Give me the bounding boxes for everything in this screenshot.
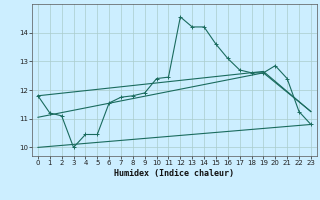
X-axis label: Humidex (Indice chaleur): Humidex (Indice chaleur) (115, 169, 234, 178)
